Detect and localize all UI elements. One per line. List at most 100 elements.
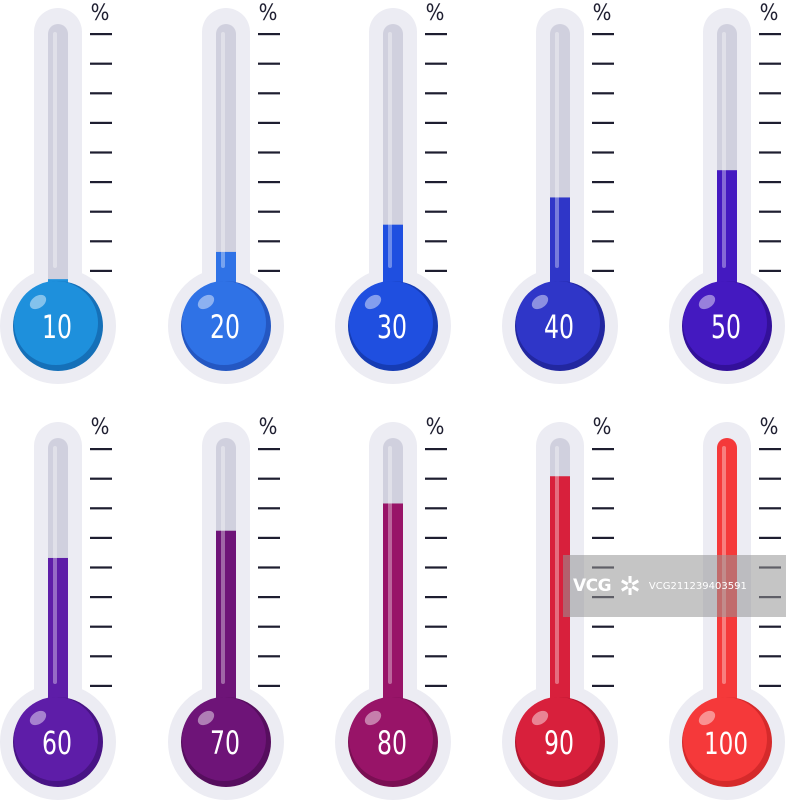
bulb-highlight xyxy=(29,710,47,726)
tube-highlight xyxy=(555,32,559,268)
scale-tick xyxy=(759,240,781,243)
scale-tick xyxy=(759,33,781,36)
bulb-value-label: 10 xyxy=(42,308,72,346)
bulb-highlight xyxy=(29,294,47,310)
scale-tick xyxy=(425,507,447,510)
bulb xyxy=(516,281,600,365)
bulb-highlight xyxy=(364,710,382,726)
scale-tick xyxy=(90,477,112,480)
scale-tick xyxy=(258,151,280,154)
scale-tick xyxy=(258,92,280,95)
tube-highlight xyxy=(221,32,225,268)
scale-tick xyxy=(258,477,280,480)
percent-label: % xyxy=(760,1,779,26)
scale-tick xyxy=(90,33,112,36)
bulb xyxy=(349,697,433,781)
scale-tick xyxy=(258,507,280,510)
scale-tick xyxy=(759,151,781,154)
percent-label: % xyxy=(259,1,278,26)
scale-tick xyxy=(759,477,781,480)
scale-tick xyxy=(258,596,280,599)
tube-highlight xyxy=(555,446,559,684)
tube-empty xyxy=(48,24,68,326)
tube-highlight xyxy=(53,446,57,684)
scale-tick xyxy=(759,181,781,184)
bulb xyxy=(349,281,433,365)
scale-tick xyxy=(258,181,280,184)
percent-label: % xyxy=(593,415,612,440)
bulb-highlight xyxy=(698,710,716,726)
tube-highlight xyxy=(53,32,57,268)
scale-tick xyxy=(258,121,280,124)
vcg-watermark: VCG ✲ VCG211239403591 xyxy=(563,555,786,617)
scale-tick xyxy=(759,625,781,628)
tube-empty xyxy=(216,24,236,326)
scale-tick xyxy=(90,536,112,539)
scale-tick xyxy=(258,210,280,213)
scale-tick xyxy=(759,269,781,272)
scale-tick xyxy=(592,33,614,36)
scale-tick xyxy=(90,625,112,628)
scale-tick xyxy=(425,655,447,658)
tube-liquid xyxy=(383,503,403,742)
bulb xyxy=(683,697,767,781)
bulb-value-label: 100 xyxy=(704,727,748,762)
scale-tick xyxy=(592,181,614,184)
bulb-value-label: 20 xyxy=(210,308,240,346)
bulb-highlight xyxy=(197,710,215,726)
scale-tick xyxy=(592,240,614,243)
scale-tick xyxy=(759,684,781,687)
scale-tick xyxy=(425,536,447,539)
bulb-value-label: 40 xyxy=(544,308,574,346)
scale-tick xyxy=(258,566,280,569)
scale-tick xyxy=(759,121,781,124)
scale-tick xyxy=(425,269,447,272)
scale-tick xyxy=(425,33,447,36)
scale-tick xyxy=(425,448,447,451)
tube-highlight xyxy=(388,446,392,684)
tube-liquid xyxy=(48,557,68,742)
scale-tick xyxy=(592,448,614,451)
scale-tick xyxy=(759,655,781,658)
scale-tick xyxy=(90,596,112,599)
thermometer-90: 90% xyxy=(502,415,618,800)
percent-label: % xyxy=(91,415,110,440)
bulb xyxy=(182,697,266,781)
bulb xyxy=(14,281,98,365)
scale-tick xyxy=(592,625,614,628)
scale-tick xyxy=(425,625,447,628)
percent-label: % xyxy=(91,1,110,26)
scale-tick xyxy=(425,62,447,65)
bulb-value-label: 30 xyxy=(377,308,407,346)
bulb xyxy=(182,281,266,365)
tube-liquid xyxy=(216,530,236,742)
thermometer-70: 70% xyxy=(168,415,284,800)
scale-tick xyxy=(90,62,112,65)
scale-tick xyxy=(425,151,447,154)
scale-tick xyxy=(258,448,280,451)
scale-tick xyxy=(258,684,280,687)
bulb-highlight xyxy=(364,294,382,310)
bulb xyxy=(683,281,767,365)
scale-tick xyxy=(425,181,447,184)
percent-label: % xyxy=(426,415,445,440)
scale-tick xyxy=(258,33,280,36)
scale-tick xyxy=(90,566,112,569)
scale-tick xyxy=(90,121,112,124)
percent-label: % xyxy=(259,415,278,440)
scale-tick xyxy=(592,92,614,95)
thermometer-20: 20% xyxy=(168,1,284,384)
scale-tick xyxy=(90,507,112,510)
scale-tick xyxy=(759,448,781,451)
scale-tick xyxy=(90,151,112,154)
scale-tick xyxy=(592,507,614,510)
thermometer-50: 50% xyxy=(669,1,785,384)
scale-tick xyxy=(90,684,112,687)
scale-tick xyxy=(592,151,614,154)
thermometer-10: 10% xyxy=(0,1,116,384)
scale-tick xyxy=(425,121,447,124)
scale-tick xyxy=(425,684,447,687)
bulb-value-label: 70 xyxy=(210,724,240,762)
watermark-id: VCG211239403591 xyxy=(648,580,747,592)
scale-tick xyxy=(258,625,280,628)
